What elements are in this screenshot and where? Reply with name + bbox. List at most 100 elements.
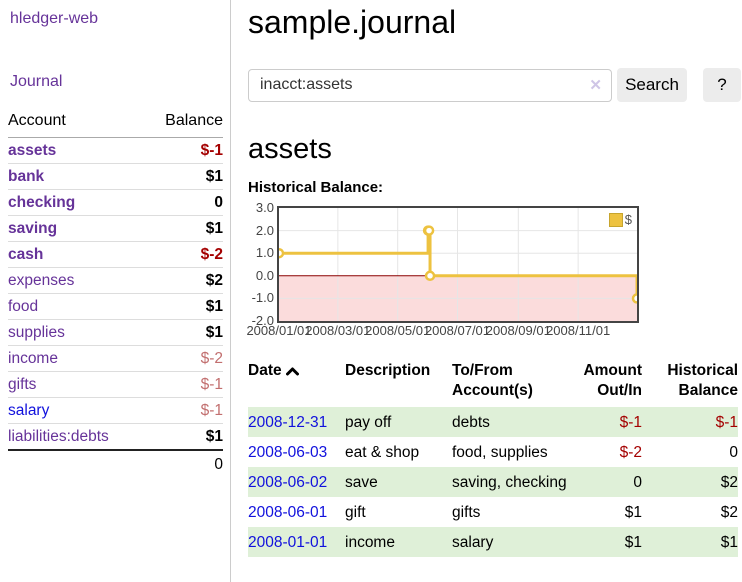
account-balance: $1 bbox=[144, 163, 223, 190]
transaction-amount: $-1 bbox=[582, 407, 642, 437]
chart-canvas bbox=[279, 208, 637, 321]
transaction-balance: $2 bbox=[642, 467, 738, 497]
transaction-date-link[interactable]: 2008-06-01 bbox=[248, 504, 328, 521]
search-button[interactable]: Search bbox=[617, 68, 687, 102]
account-balance: $1 bbox=[144, 319, 223, 346]
data-point-marker[interactable] bbox=[279, 247, 285, 259]
transaction-accounts: debts bbox=[452, 407, 582, 437]
y-axis-tick-label: 3.0 bbox=[255, 200, 274, 215]
description-column-header: Description bbox=[345, 362, 431, 379]
transaction-row: 2008-06-01 gift gifts $1 $2 bbox=[248, 497, 738, 527]
transaction-row: 2008-01-01 income salary $1 $1 bbox=[248, 527, 738, 557]
account-row: gifts $-1 bbox=[8, 371, 223, 398]
transaction-amount: $1 bbox=[582, 527, 642, 557]
register-header-row: Date Description To/From Account(s) Amou… bbox=[248, 359, 738, 407]
account-link-bank[interactable]: bank bbox=[8, 163, 145, 190]
transaction-accounts: food, supplies bbox=[452, 444, 548, 461]
data-point-marker[interactable] bbox=[631, 293, 637, 304]
y-axis-tick-label: -1.0 bbox=[251, 290, 274, 306]
search-input[interactable] bbox=[248, 68, 612, 102]
balance-column-header: Balance bbox=[144, 108, 223, 138]
account-balance: $-1 bbox=[144, 137, 223, 164]
account-link-checking[interactable]: checking bbox=[8, 189, 145, 216]
transaction-accounts: gifts bbox=[452, 504, 481, 521]
account-link-food[interactable]: food bbox=[8, 293, 145, 320]
transaction-row: 2008-12-31 pay off debts $-1 $-1 bbox=[248, 407, 738, 437]
account-balance: $-1 bbox=[144, 371, 223, 398]
help-button[interactable]: ? bbox=[703, 68, 741, 102]
y-axis-tick-label: 0.0 bbox=[255, 267, 274, 283]
accounts-total-value: 0 bbox=[144, 449, 223, 477]
sidebar-item-journal[interactable]: Journal bbox=[10, 73, 63, 90]
account-row: income $-2 bbox=[8, 345, 223, 372]
account-row: supplies $1 bbox=[8, 319, 223, 346]
account-row: saving $1 bbox=[8, 215, 223, 242]
account-balance: $-2 bbox=[144, 241, 223, 268]
transaction-date-link[interactable]: 2008-01-01 bbox=[248, 534, 328, 551]
account-row: salary $-1 bbox=[8, 397, 223, 424]
account-balance: $1 bbox=[144, 293, 223, 320]
transaction-date-link[interactable]: 2008-06-03 bbox=[248, 444, 328, 461]
x-axis-tick-label: 2008/07/01 bbox=[424, 323, 491, 338]
account-row: liabilities:debts $1 bbox=[8, 423, 223, 451]
data-point-marker[interactable] bbox=[424, 270, 436, 282]
transaction-balance: $-1 bbox=[642, 407, 738, 437]
account-link-saving[interactable]: saving bbox=[8, 215, 145, 242]
y-axis-tick-label: -2.0 bbox=[251, 313, 274, 328]
account-link-supplies[interactable]: supplies bbox=[8, 319, 145, 346]
transaction-amount: $1 bbox=[624, 504, 642, 521]
x-axis-tick-label: 2008/03/01 bbox=[305, 323, 371, 338]
series-color-swatch bbox=[608, 212, 623, 227]
transaction-balance: $1 bbox=[642, 527, 738, 557]
x-axis-tick-label: 2008/09/01 bbox=[485, 323, 551, 338]
balance-column-header: Historical Balance bbox=[667, 362, 738, 399]
account-link-cash[interactable]: cash bbox=[8, 241, 145, 268]
clear-search-icon[interactable]: ✕ bbox=[589, 76, 602, 94]
account-row: cash $-2 bbox=[8, 241, 223, 268]
account-balance: $1 bbox=[144, 215, 223, 242]
search-form: ✕ Search ? bbox=[248, 68, 742, 102]
chart-plot-area: $ bbox=[277, 206, 639, 323]
data-point-marker[interactable] bbox=[423, 225, 435, 236]
date-column-header[interactable]: Date bbox=[248, 359, 345, 407]
account-link-salary[interactable]: salary bbox=[8, 397, 145, 424]
y-axis-tick-label: 1.0 bbox=[255, 245, 274, 261]
transaction-date-link[interactable]: 2008-12-31 bbox=[248, 414, 328, 431]
accounts-total-row: 0 bbox=[8, 449, 223, 477]
chart-legend: $ bbox=[608, 212, 632, 227]
series-label: $ bbox=[624, 212, 632, 227]
transaction-description: save bbox=[345, 467, 452, 497]
date-header-label: Date bbox=[248, 362, 282, 379]
y-axis-tick-label: 2.0 bbox=[255, 222, 274, 238]
transaction-accounts: salary bbox=[452, 527, 582, 557]
transaction-date-link[interactable]: 2008-06-02 bbox=[248, 474, 328, 491]
account-link-income[interactable]: income bbox=[8, 345, 145, 372]
account-row: bank $1 bbox=[8, 163, 223, 190]
transaction-description: pay off bbox=[345, 407, 452, 437]
account-link-assets[interactable]: assets bbox=[8, 137, 145, 164]
app-title-link[interactable]: hledger-web bbox=[10, 10, 99, 27]
account-link-gifts[interactable]: gifts bbox=[8, 371, 145, 398]
transaction-description: gift bbox=[345, 504, 366, 521]
account-column-header: Account bbox=[8, 108, 145, 138]
sort-ascending-icon bbox=[285, 363, 299, 380]
historical-balance-chart: $ 3.0 2.0 1.0 0.0 -1.0 -2.0 2008/01/01 2008/03/… bbox=[246, 200, 668, 341]
account-balance: $-1 bbox=[144, 397, 223, 424]
accounts-table-header: Account Balance bbox=[8, 108, 223, 138]
page-title: sample.journal bbox=[248, 4, 457, 40]
main-content: sample.journal ✕ Search ? assets Histori… bbox=[246, 0, 742, 557]
amount-column-header: Amount Out/In bbox=[583, 362, 642, 399]
account-balance: $1 bbox=[144, 423, 223, 451]
account-link-liabilities-debts[interactable]: liabilities:debts bbox=[8, 423, 145, 451]
account-link-expenses[interactable]: expenses bbox=[8, 267, 145, 294]
account-heading: assets bbox=[248, 133, 332, 165]
account-row: assets $-1 bbox=[8, 137, 223, 164]
x-axis-tick-label: 2008/05/01 bbox=[365, 323, 431, 338]
transaction-description: income bbox=[345, 527, 452, 557]
accounts-column-header: To/From Account(s) bbox=[452, 362, 533, 399]
transaction-row: 2008-06-03 eat & shop food, supplies $-2… bbox=[248, 437, 738, 467]
transaction-accounts: saving, checking bbox=[452, 467, 582, 497]
account-balance: $2 bbox=[144, 267, 223, 294]
accounts-table: Account Balance assets $-1 bank $1 check… bbox=[8, 108, 223, 477]
account-row: checking 0 bbox=[8, 189, 223, 216]
